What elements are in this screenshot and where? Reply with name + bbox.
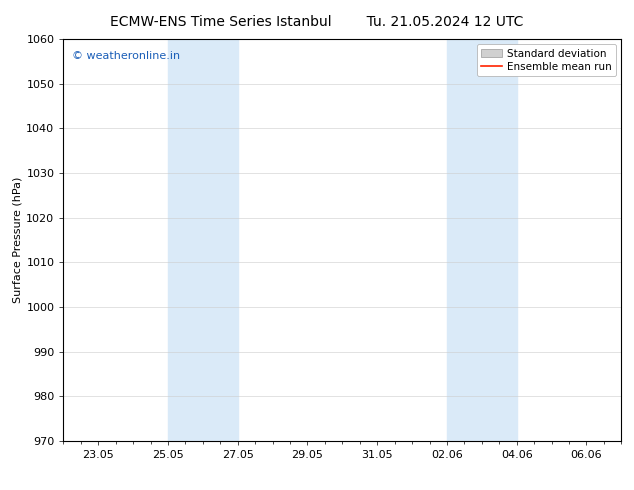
Legend: Standard deviation, Ensemble mean run: Standard deviation, Ensemble mean run xyxy=(477,45,616,76)
Bar xyxy=(168,39,238,441)
Text: ECMW-ENS Time Series Istanbul        Tu. 21.05.2024 12 UTC: ECMW-ENS Time Series Istanbul Tu. 21.05.… xyxy=(110,15,524,29)
Text: © weatheronline.in: © weatheronline.in xyxy=(72,51,180,61)
Bar xyxy=(447,39,517,441)
Y-axis label: Surface Pressure (hPa): Surface Pressure (hPa) xyxy=(12,177,22,303)
